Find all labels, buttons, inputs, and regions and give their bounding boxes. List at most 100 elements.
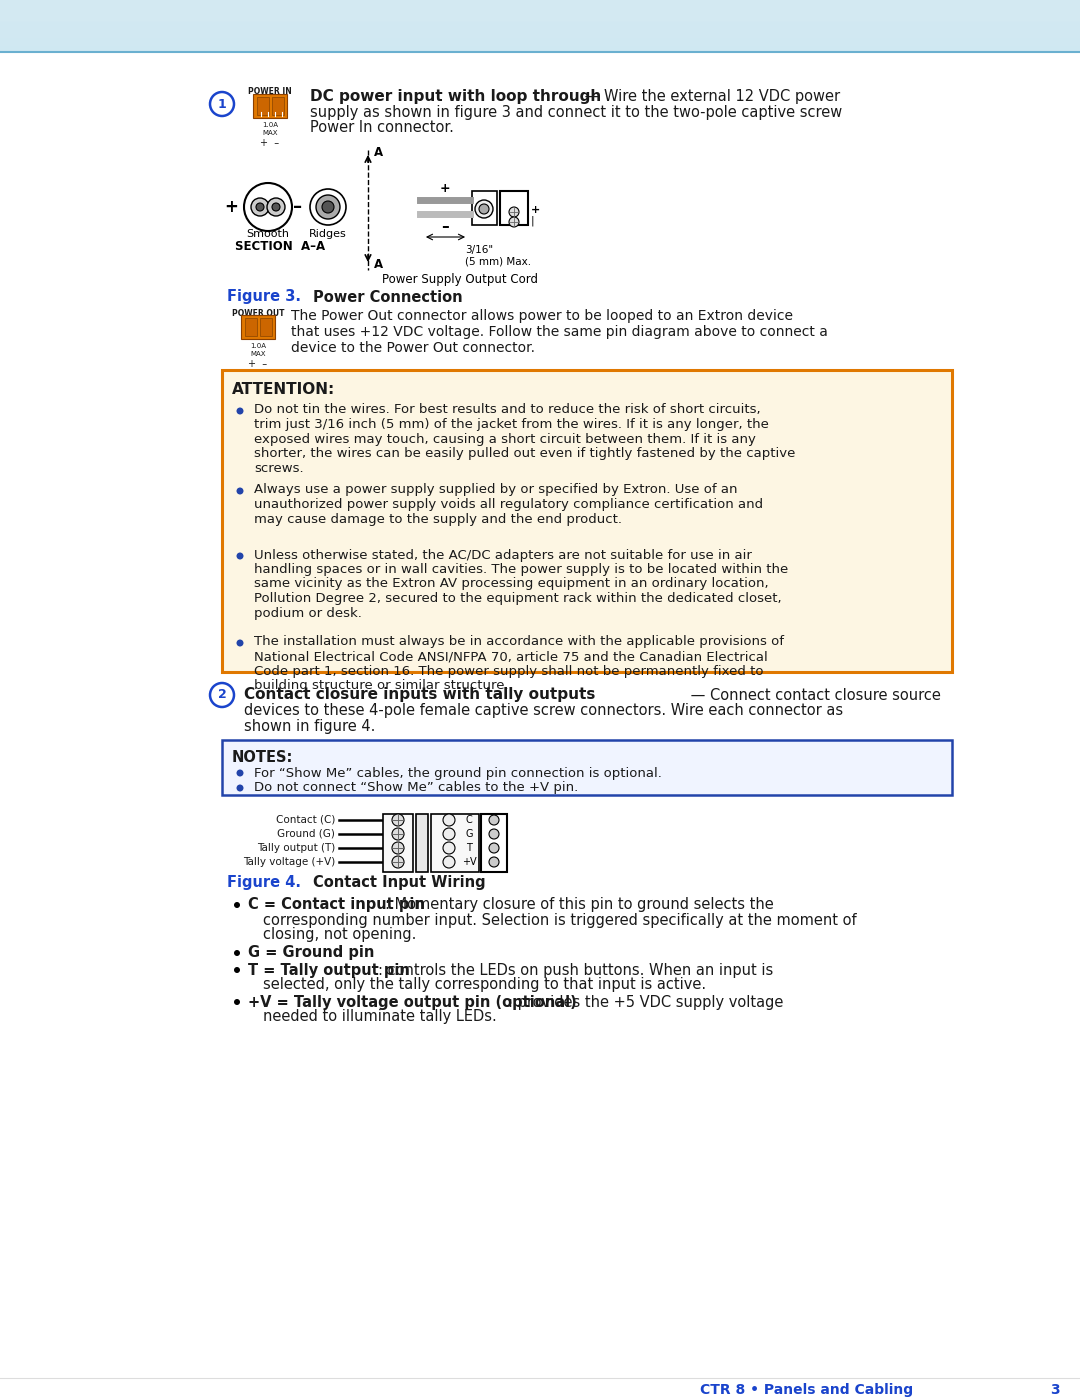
Text: A: A [374,147,383,159]
Circle shape [480,204,489,214]
Text: that uses +12 VDC voltage. Follow the same pin diagram above to connect a: that uses +12 VDC voltage. Follow the sa… [291,326,828,339]
Bar [0,47,1080,50]
Text: exposed wires may touch, causing a short circuit between them. If it is any: exposed wires may touch, causing a short… [254,433,756,446]
Text: +: + [531,205,540,215]
Text: –: – [441,219,449,235]
Circle shape [272,203,280,211]
Circle shape [392,814,404,826]
Bar [0,42,1080,43]
Circle shape [210,683,234,707]
Text: : Momentary closure of this pin to ground selects the: : Momentary closure of this pin to groun… [384,897,773,912]
Text: Contact (C): Contact (C) [275,814,335,826]
Text: MAX: MAX [251,351,266,358]
Circle shape [256,203,264,211]
Text: Ground (G): Ground (G) [278,828,335,840]
Text: 1: 1 [218,98,227,110]
Text: Figure 3.: Figure 3. [227,289,301,305]
Text: DC power input with loop through: DC power input with loop through [310,88,602,103]
Text: : provides the +5 VDC supply voltage: : provides the +5 VDC supply voltage [509,995,784,1010]
Text: (5 mm) Max.: (5 mm) Max. [465,257,531,267]
Bar [0,50,1080,52]
Text: A: A [374,257,383,271]
Text: may cause damage to the supply and the end product.: may cause damage to the supply and the e… [254,513,622,525]
Text: G = Ground pin: G = Ground pin [248,946,375,961]
Circle shape [392,842,404,854]
Text: Contact Input Wiring: Contact Input Wiring [313,876,486,890]
Text: +: + [224,198,238,217]
Text: same vicinity as the Extron AV processing equipment in an ordinary location,: same vicinity as the Extron AV processin… [254,577,769,591]
Bar [472,191,497,225]
Text: POWER OUT: POWER OUT [232,310,284,319]
Bar [257,96,269,115]
Bar [0,43,1080,46]
Circle shape [237,552,243,560]
Text: For “Show Me” cables, the ground pin connection is optional.: For “Show Me” cables, the ground pin con… [254,767,662,780]
Bar [0,28,1080,29]
Bar [0,32,1080,34]
Circle shape [475,200,492,218]
Bar [222,370,951,672]
Text: Tally voltage (+V): Tally voltage (+V) [243,856,335,868]
Bar [222,740,951,795]
Bar [0,21,1080,22]
Bar [481,814,507,872]
Text: SECTION  A–A: SECTION A–A [235,240,325,253]
Text: Tally output (T): Tally output (T) [257,842,335,854]
Text: CTR 8 • Panels and Cabling: CTR 8 • Panels and Cabling [700,1383,913,1397]
Text: T: T [467,842,472,854]
Bar [0,0,1080,52]
Text: ATTENTION:: ATTENTION: [232,383,335,398]
Text: Power Connection: Power Connection [313,289,462,305]
Text: Pollution Degree 2, secured to the equipment rack within the dedicated closet,: Pollution Degree 2, secured to the equip… [254,592,782,605]
Text: screws.: screws. [254,461,303,475]
Circle shape [443,856,455,868]
Circle shape [509,207,519,217]
Text: Smooth: Smooth [246,229,289,239]
Circle shape [237,640,243,647]
Bar [0,46,1080,47]
Text: 3/16": 3/16" [465,244,494,256]
Text: trim just 3/16 inch (5 mm) of the jacket from the wires. If it is any longer, th: trim just 3/16 inch (5 mm) of the jacket… [254,418,769,432]
Bar [253,94,287,117]
Text: unauthorized power supply voids all regulatory compliance certification and: unauthorized power supply voids all regu… [254,497,764,511]
Bar [272,96,284,115]
Text: closing, not opening.: closing, not opening. [264,928,417,943]
Text: C: C [465,814,472,826]
Circle shape [267,198,285,217]
Text: POWER IN: POWER IN [248,87,292,95]
Text: +V: +V [461,856,476,868]
Text: National Electrical Code ANSI/NFPA 70, article 75 and the Canadian Electrical: National Electrical Code ANSI/NFPA 70, a… [254,650,768,664]
Bar [0,41,1080,42]
Circle shape [443,842,455,854]
Circle shape [509,217,519,226]
Text: C = Contact input pin: C = Contact input pin [248,897,424,912]
Text: 1.0A: 1.0A [262,122,278,129]
Bar [416,814,428,872]
Text: supply as shown in figure 3 and connect it to the two-pole captive screw: supply as shown in figure 3 and connect … [310,105,842,120]
Text: +  –: + – [260,138,280,148]
Circle shape [237,785,243,792]
Text: 2: 2 [218,689,227,701]
Circle shape [392,856,404,868]
Text: |: | [531,215,535,226]
Text: Ridges: Ridges [309,229,347,239]
Circle shape [237,408,243,415]
Bar [0,47,1080,49]
Bar [0,29,1080,31]
Text: Unless otherwise stated, the AC/DC adapters are not suitable for use in air: Unless otherwise stated, the AC/DC adapt… [254,549,752,562]
Text: Do not connect “Show Me” cables to the +V pin.: Do not connect “Show Me” cables to the +… [254,781,578,795]
Text: Code part 1, section 16. The power supply shall not be permanently fixed to: Code part 1, section 16. The power suppl… [254,665,764,678]
Bar [0,34,1080,36]
Text: shown in figure 4.: shown in figure 4. [244,719,376,735]
Bar [245,319,257,337]
Text: G: G [465,828,473,840]
Bar [0,35,1080,36]
Text: Power In connector.: Power In connector. [310,120,454,136]
Circle shape [237,770,243,777]
Circle shape [316,196,340,219]
Text: selected, only the tally corresponding to that input is active.: selected, only the tally corresponding t… [264,978,706,992]
Circle shape [234,902,240,908]
Circle shape [443,814,455,826]
Text: MAX: MAX [262,130,278,136]
Circle shape [234,999,240,1004]
